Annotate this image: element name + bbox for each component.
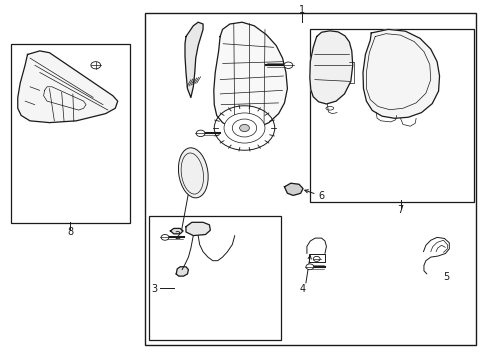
Circle shape bbox=[313, 256, 320, 261]
Polygon shape bbox=[362, 30, 439, 118]
Text: 8: 8 bbox=[67, 227, 73, 237]
Polygon shape bbox=[284, 183, 303, 195]
Circle shape bbox=[239, 125, 249, 132]
Bar bbox=[310, 30, 473, 202]
Ellipse shape bbox=[178, 148, 208, 198]
Circle shape bbox=[161, 234, 168, 240]
Circle shape bbox=[214, 106, 274, 150]
Circle shape bbox=[91, 62, 101, 69]
Text: 4: 4 bbox=[299, 284, 305, 294]
Text: 7: 7 bbox=[397, 206, 403, 216]
Bar bbox=[149, 216, 281, 339]
Text: 2: 2 bbox=[174, 231, 180, 240]
Text: 5: 5 bbox=[442, 272, 448, 282]
Polygon shape bbox=[170, 228, 183, 234]
Circle shape bbox=[284, 62, 292, 68]
Bar bbox=[144, 13, 475, 345]
Circle shape bbox=[196, 130, 204, 136]
Polygon shape bbox=[213, 22, 287, 130]
Circle shape bbox=[224, 113, 264, 143]
Polygon shape bbox=[176, 267, 188, 276]
Polygon shape bbox=[18, 51, 118, 123]
Text: 3: 3 bbox=[151, 284, 157, 294]
Bar bbox=[11, 44, 130, 223]
Circle shape bbox=[305, 264, 313, 270]
Text: 6: 6 bbox=[318, 191, 324, 201]
Polygon shape bbox=[184, 22, 203, 98]
Text: 1: 1 bbox=[298, 5, 305, 15]
Circle shape bbox=[232, 119, 256, 137]
Polygon shape bbox=[185, 222, 210, 235]
Polygon shape bbox=[309, 31, 352, 104]
